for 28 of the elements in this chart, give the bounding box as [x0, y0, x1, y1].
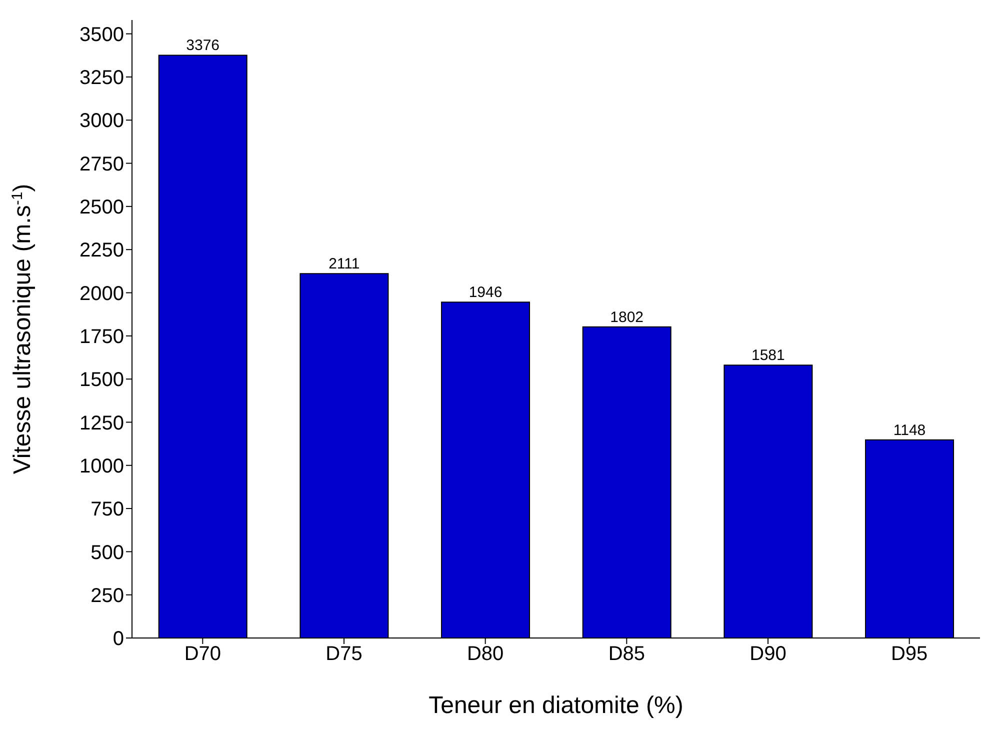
data-label: 2111 — [328, 256, 360, 273]
data-label: 3376 — [186, 37, 220, 54]
data-label: 1581 — [752, 347, 785, 364]
y-tick-label: 3500 — [80, 24, 124, 46]
y-tick-label: 500 — [90, 542, 124, 564]
y-tick-label: 2750 — [80, 153, 124, 176]
x-tick-label: D85 — [608, 643, 646, 666]
data-label: 1148 — [893, 422, 926, 439]
x-tick-label: D95 — [890, 643, 928, 666]
y-tick-label: 2000 — [80, 282, 124, 305]
x-tick-label: D75 — [326, 643, 362, 666]
x-tick-label: D70 — [184, 643, 222, 666]
x-axis-title: Teneur en diatomite (%) — [428, 692, 684, 719]
y-tick-label: 750 — [90, 498, 124, 521]
y-tick-label: 1250 — [80, 412, 124, 434]
y-tick-label: 2500 — [80, 196, 124, 219]
y-tick-label: 1500 — [80, 369, 124, 392]
data-label: 1802 — [610, 308, 644, 326]
y-tick-label: 250 — [90, 584, 124, 607]
y-tick-label: 1750 — [80, 326, 124, 348]
data-label: 1946 — [468, 284, 502, 302]
y-tick-label: 2250 — [80, 240, 124, 262]
y-tick-label: 1000 — [80, 455, 124, 478]
x-tick-label: D80 — [466, 643, 504, 666]
y-tick-label: 3000 — [80, 110, 124, 132]
y-tick-label: 0 — [112, 628, 124, 650]
y-tick-label: 3250 — [80, 67, 124, 90]
x-tick-label: D90 — [750, 643, 786, 666]
